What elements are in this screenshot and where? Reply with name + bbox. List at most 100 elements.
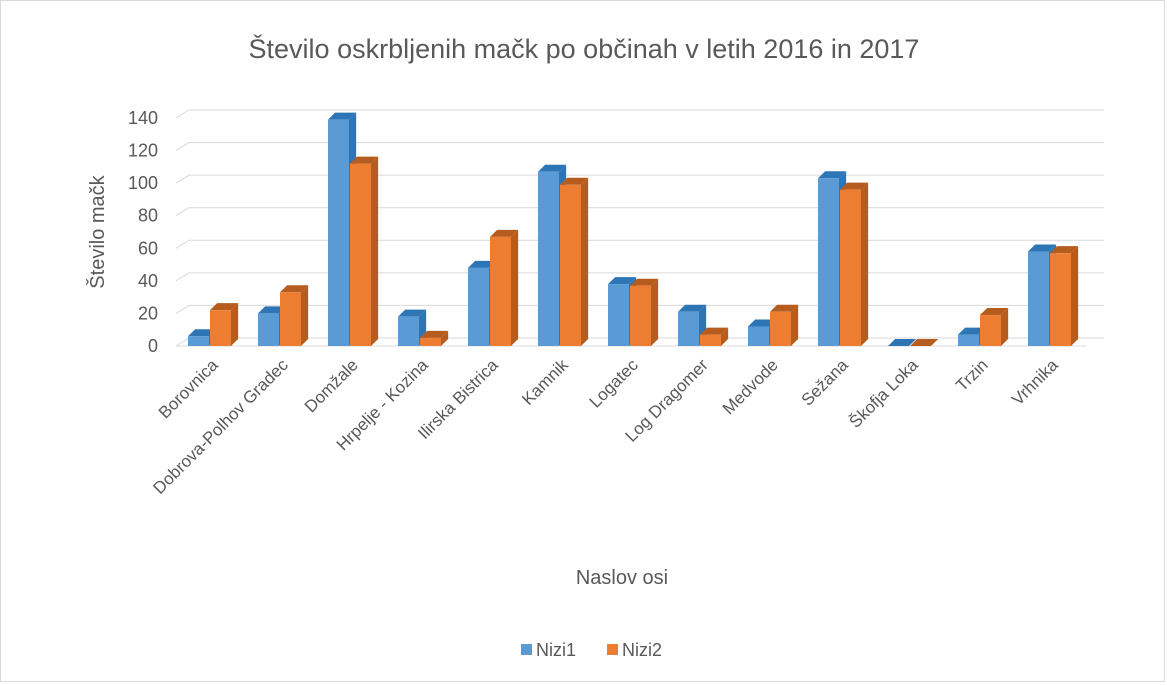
- x-tick-label: Medvode: [719, 355, 782, 418]
- bar-front: [560, 184, 581, 346]
- bar-top: [210, 303, 239, 311]
- bar-front: [188, 336, 209, 346]
- y-tick-label: 20: [138, 303, 158, 323]
- y-tick-label: 120: [128, 141, 158, 161]
- bar-top: [888, 339, 917, 346]
- bar-nizi2-10: [910, 339, 939, 346]
- bar-top: [958, 327, 987, 335]
- bar-nizi2-5: [560, 177, 589, 346]
- bar-front: [258, 313, 279, 346]
- y-tick-label: 80: [138, 206, 158, 226]
- x-axis-title: Naslov osi: [576, 567, 668, 589]
- x-tick-label: Borovnica: [155, 355, 222, 422]
- x-tick-label: Dobrova-Polhov Gradec: [149, 355, 292, 498]
- bar-side: [301, 285, 309, 346]
- gridline-diagonal: [175, 109, 190, 119]
- bar-top: [1028, 244, 1057, 252]
- bar-top: [350, 156, 379, 164]
- bar-side: [581, 177, 589, 346]
- bar-top: [468, 260, 497, 268]
- bar-top: [328, 112, 357, 120]
- bar-front: [350, 163, 371, 346]
- bar-nizi2-0: [210, 303, 239, 346]
- bar-nizi2-11: [980, 308, 1009, 346]
- legend-swatch: [521, 644, 532, 655]
- bar-top: [538, 164, 567, 172]
- legend-swatch: [607, 644, 618, 655]
- bar-side: [791, 304, 799, 346]
- bar-side: [651, 278, 659, 346]
- bar-front: [398, 316, 419, 346]
- y-tick-label: 140: [128, 108, 158, 128]
- bar-front: [700, 334, 721, 346]
- bar-front: [980, 315, 1001, 346]
- y-tick-label: 40: [138, 271, 158, 291]
- gridline-diagonal: [175, 337, 190, 347]
- y-axis-ticks: 0 20 40 60 80 100 120 140: [128, 108, 158, 356]
- bar-top: [420, 330, 449, 338]
- bar-nizi2-7: [700, 327, 729, 346]
- legend-item-nizi1: Nizi1: [521, 640, 576, 660]
- x-tick-label: Kamnik: [518, 355, 572, 409]
- bar-front: [748, 326, 769, 346]
- bar-front: [770, 311, 791, 346]
- gridline-diagonal: [175, 207, 190, 217]
- y-tick-label: 60: [138, 238, 158, 258]
- bar-front: [490, 236, 511, 346]
- bar-side: [511, 229, 519, 346]
- bar-front: [468, 267, 489, 346]
- bar-front: [210, 310, 231, 346]
- legend-label: Nizi1: [536, 640, 576, 660]
- bar-nizi2-6: [630, 278, 659, 346]
- bar-top: [258, 306, 287, 314]
- bar-top: [490, 229, 519, 237]
- bar-front: [420, 337, 441, 346]
- x-tick-label: Vrhnika: [1008, 355, 1062, 409]
- bar-top: [398, 309, 427, 317]
- bar-top: [560, 177, 589, 185]
- x-tick-label: Logatec: [586, 355, 643, 412]
- y-axis-title: Število mačk: [86, 174, 109, 288]
- bar-top: [700, 327, 729, 335]
- bar-nizi2-12: [1050, 246, 1079, 346]
- bar-nizi2-9: [840, 182, 869, 346]
- bar-front: [818, 178, 839, 346]
- gridline-diagonal: [175, 239, 190, 249]
- x-tick-label: Škofja Loka: [846, 355, 923, 432]
- bar-side: [1071, 246, 1079, 346]
- bar-top: [280, 285, 309, 293]
- bar-top: [818, 171, 847, 179]
- bar-side: [1001, 308, 1009, 346]
- bar-top: [840, 182, 869, 190]
- bar-top: [1050, 246, 1079, 254]
- bar-top: [608, 277, 637, 285]
- x-tick-label: Trzin: [952, 355, 992, 395]
- bar-side: [231, 303, 239, 346]
- bar-top: [910, 339, 939, 346]
- bar-side: [371, 156, 379, 346]
- bar-top: [748, 319, 777, 327]
- bar-top: [630, 278, 659, 286]
- chart-title: Število oskrbljenih mačk po občinah v le…: [249, 33, 920, 64]
- bar-front: [538, 171, 559, 346]
- bar-front: [328, 119, 349, 346]
- bar-side: [721, 327, 729, 346]
- y-tick-label: 0: [148, 336, 158, 356]
- legend-item-nizi2: Nizi2: [607, 640, 662, 660]
- bar-nizi2-4: [490, 229, 519, 346]
- bar-nizi2-8: [770, 304, 799, 346]
- bar-front: [1050, 253, 1071, 346]
- bar-front: [1028, 251, 1049, 346]
- bar-top: [188, 329, 217, 337]
- y-tick-label: 100: [128, 173, 158, 193]
- bar-front: [280, 292, 301, 346]
- legend: Nizi1 Nizi2: [521, 640, 662, 660]
- bar-side: [861, 182, 869, 346]
- bar-front: [678, 311, 699, 346]
- legend-label: Nizi2: [622, 640, 662, 660]
- bar-nizi1-10: [888, 339, 917, 346]
- bars: [188, 112, 1079, 346]
